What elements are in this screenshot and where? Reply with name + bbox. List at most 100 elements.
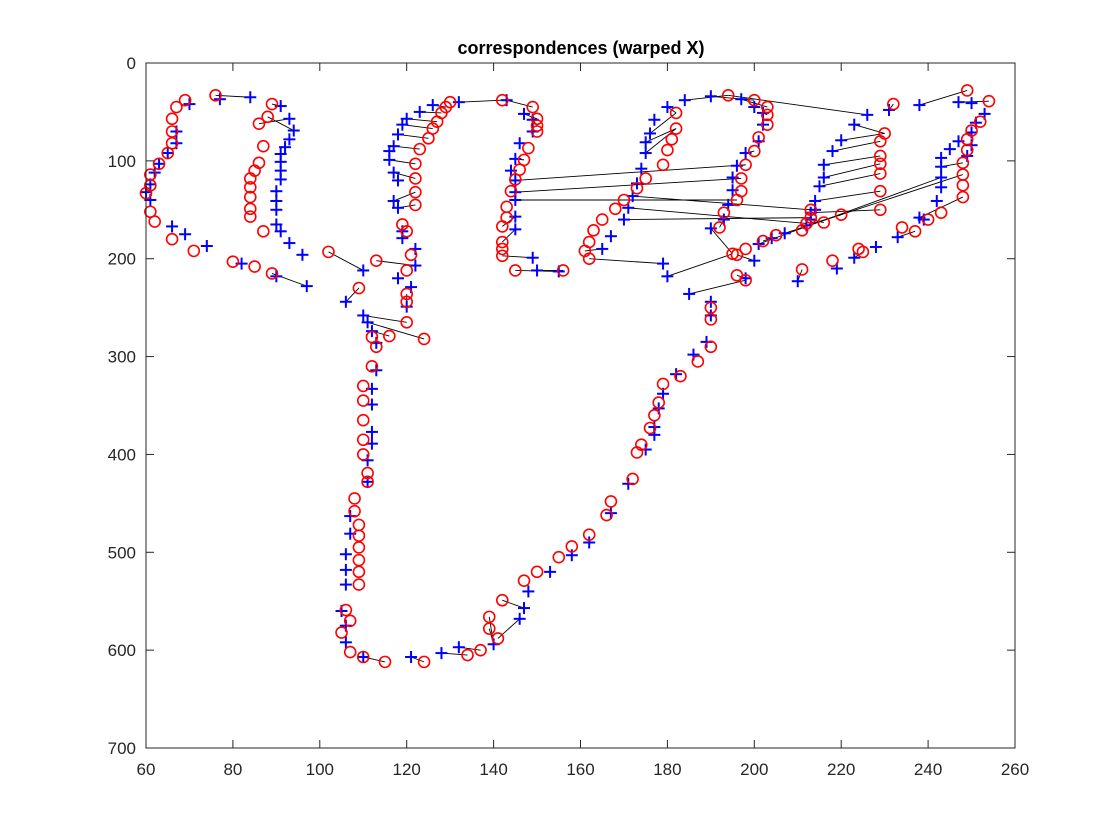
correspondence-link	[363, 315, 407, 323]
x-tick-label: 240	[914, 760, 942, 779]
target-point-circle-marker	[921, 213, 935, 226]
source-point-plus-marker	[387, 194, 400, 207]
target-point-circle-marker	[895, 221, 909, 234]
target-point-circle-marker	[352, 553, 366, 567]
target-point-circle-marker	[509, 173, 522, 186]
source-point-plus-marker	[583, 536, 596, 549]
target-point-circle-marker	[265, 267, 279, 280]
target-point-circle-marker	[474, 643, 487, 657]
axes-box	[146, 63, 1015, 748]
source-point-plus-marker	[283, 112, 296, 125]
target-point-circle-marker	[617, 193, 631, 207]
source-point-plus-marker	[357, 264, 370, 277]
target-point-circle-marker	[409, 198, 422, 212]
target-point-circle-marker	[400, 264, 414, 277]
x-tick-label: 160	[566, 760, 594, 779]
target-point-circle-marker	[352, 578, 366, 591]
target-point-circle-marker	[257, 225, 270, 238]
source-point-plus-marker	[661, 101, 674, 114]
correspondence-link	[506, 99, 533, 108]
target-point-circle-marker	[804, 211, 818, 224]
target-point-circle-marker	[495, 220, 509, 233]
source-point-plus-marker	[405, 650, 418, 663]
target-point-circle-marker	[348, 492, 361, 505]
markers	[139, 84, 996, 669]
x-tick-label: 80	[223, 760, 242, 779]
target-point-circle-marker	[343, 614, 357, 628]
target-point-circle-marker	[669, 122, 683, 135]
target-point-circle-marker	[874, 149, 887, 163]
target-point-circle-marker	[252, 117, 266, 130]
x-tick-label: 140	[479, 760, 507, 779]
source-point-plus-marker	[791, 275, 804, 288]
correspondence-link	[589, 258, 664, 265]
source-point-plus-marker	[509, 223, 522, 236]
source-point-plus-marker	[522, 585, 535, 598]
correspondence-link	[515, 164, 746, 181]
target-point-circle-marker	[874, 184, 887, 198]
correspondence-link	[823, 155, 881, 166]
source-point-plus-marker	[518, 107, 531, 120]
target-point-circle-marker	[352, 281, 366, 295]
target-point-circle-marker	[643, 421, 657, 435]
chart-title: correspondences (warped X)	[457, 38, 704, 58]
target-point-circle-marker	[209, 88, 222, 102]
source-point-plus-marker	[661, 270, 674, 283]
target-point-circle-marker	[656, 377, 670, 391]
target-point-circle-marker	[747, 93, 761, 107]
target-point-circle-marker	[165, 232, 179, 246]
source-point-plus-marker	[848, 251, 861, 264]
plot-area	[139, 62, 1016, 749]
source-point-plus-marker	[339, 295, 352, 308]
target-point-circle-marker	[352, 518, 366, 532]
correspondence-link	[628, 207, 807, 224]
source-point-plus-marker	[861, 108, 874, 121]
x-tick-label: 180	[653, 760, 681, 779]
source-point-plus-marker	[683, 287, 696, 300]
source-point-plus-marker	[526, 251, 539, 264]
target-point-circle-marker	[713, 221, 726, 234]
x-tick-label: 260	[1001, 760, 1029, 779]
target-point-circle-marker	[530, 112, 544, 126]
y-tick-label: 0	[127, 54, 136, 73]
source-point-plus-marker	[835, 134, 848, 147]
source-point-plus-marker	[392, 272, 405, 285]
source-point-plus-marker	[635, 162, 648, 175]
source-point-plus-marker	[274, 225, 287, 238]
target-point-circle-marker	[934, 206, 948, 220]
source-point-plus-marker	[270, 185, 283, 198]
source-point-plus-marker	[648, 113, 661, 126]
target-point-circle-marker	[704, 340, 718, 354]
target-point-circle-marker	[400, 316, 414, 329]
target-point-circle-marker	[226, 255, 240, 268]
target-point-circle-marker	[734, 172, 748, 185]
target-point-circle-marker	[804, 203, 818, 217]
source-point-plus-marker	[339, 548, 352, 561]
source-point-plus-marker	[452, 96, 465, 109]
source-point-plus-marker	[518, 602, 531, 615]
target-point-circle-marker	[582, 528, 596, 541]
target-point-circle-marker	[482, 622, 496, 635]
y-tick-label: 500	[108, 543, 136, 562]
target-point-circle-marker	[956, 190, 970, 204]
target-point-circle-marker	[739, 158, 752, 172]
correspondence-link	[458, 99, 503, 103]
target-point-circle-marker	[443, 95, 457, 109]
source-point-plus-marker	[244, 91, 257, 104]
target-point-circle-marker	[369, 254, 383, 267]
y-axis: 0 100 200 300 400 500 600 700	[108, 54, 1015, 758]
correspondence-link	[815, 190, 881, 202]
y-tick-label: 700	[108, 739, 136, 758]
target-point-circle-marker	[383, 329, 396, 343]
target-point-circle-marker	[356, 650, 370, 664]
source-point-plus-marker	[339, 578, 352, 591]
target-point-circle-marker	[365, 330, 379, 344]
target-point-circle-marker	[243, 210, 257, 223]
target-point-circle-marker	[630, 446, 644, 459]
source-point-plus-marker	[704, 90, 717, 103]
target-point-circle-marker	[652, 396, 666, 409]
target-point-circle-marker	[409, 157, 422, 171]
target-point-circle-marker	[495, 249, 509, 263]
target-point-circle-marker	[495, 593, 509, 607]
y-tick-label: 600	[108, 641, 136, 660]
